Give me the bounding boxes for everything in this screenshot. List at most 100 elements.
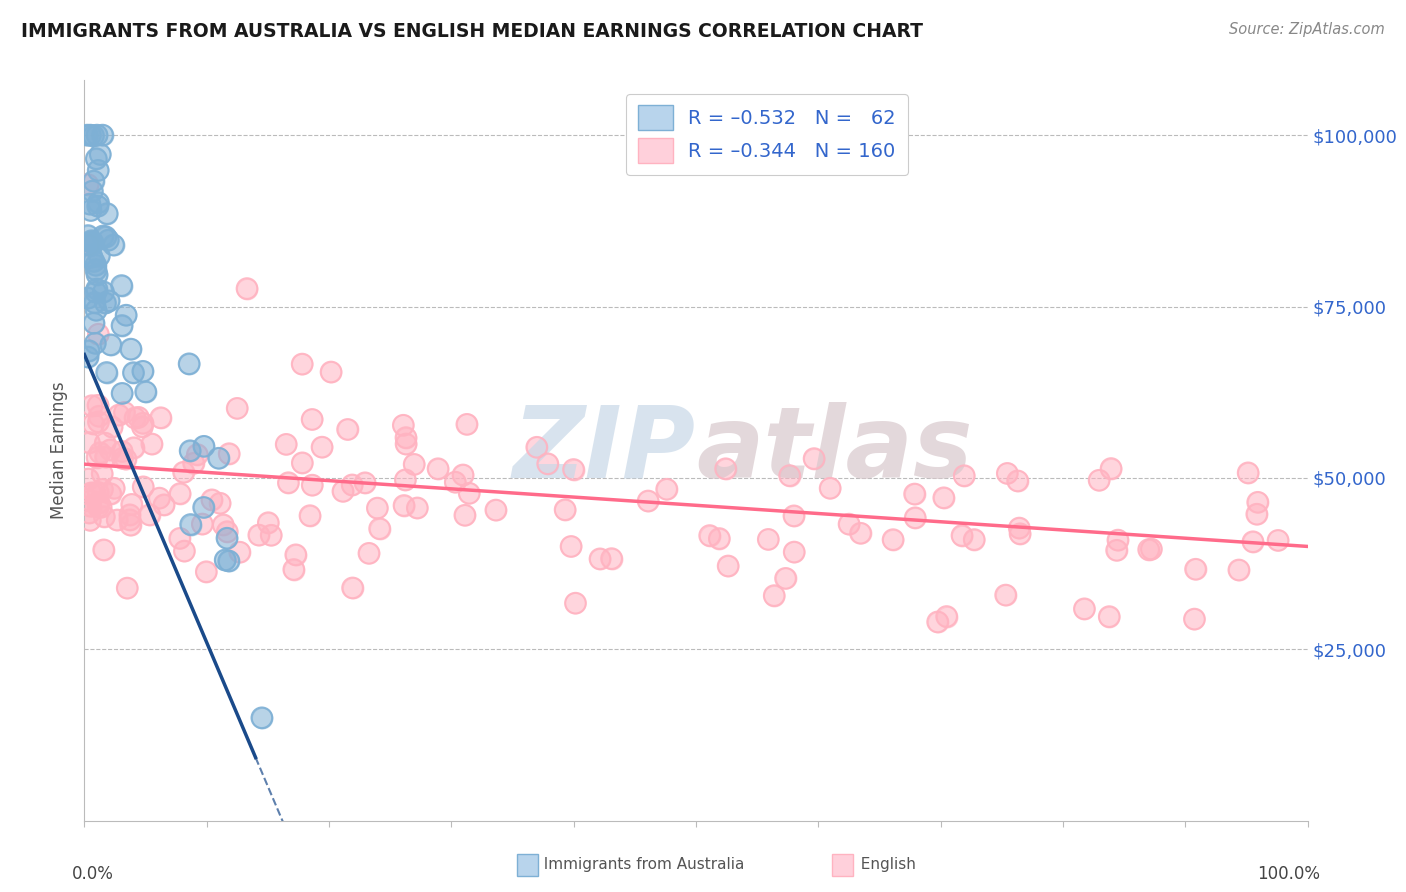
Point [1241, 534, 1264, 549]
Point [1246, 507, 1268, 521]
Point [193, 500, 215, 515]
Point [395, 431, 418, 445]
Point [96, 206, 118, 220]
Point [1246, 507, 1268, 521]
Point [83, 486, 105, 500]
Point [96, 366, 118, 380]
Point [80, 399, 103, 413]
Point [277, 475, 299, 490]
Point [537, 457, 560, 471]
Point [111, 451, 134, 466]
Point [368, 522, 391, 536]
Point [1107, 533, 1129, 547]
Point [589, 552, 612, 566]
Point [1088, 473, 1111, 487]
Point [87, 398, 110, 412]
Point [775, 571, 797, 585]
Point [882, 533, 904, 547]
Point [77, 472, 100, 486]
Point [301, 412, 323, 426]
Point [392, 418, 415, 433]
Point [208, 451, 231, 466]
Point [122, 366, 145, 380]
Point [173, 544, 195, 558]
Point [77, 350, 100, 364]
Point [394, 473, 416, 487]
Point [1267, 533, 1289, 548]
Point [83, 254, 105, 268]
Point [80, 235, 103, 249]
Point [427, 462, 450, 476]
Point [91, 229, 114, 244]
Point [87, 327, 110, 342]
Point [148, 491, 170, 505]
Text: IMMIGRANTS FROM AUSTRALIA VS ENGLISH MEDIAN EARNINGS CORRELATION CHART: IMMIGRANTS FROM AUSTRALIA VS ENGLISH MED… [21, 22, 924, 41]
Point [87, 195, 110, 210]
Point [218, 447, 240, 461]
Point [79, 197, 101, 211]
Point [250, 711, 273, 725]
Point [212, 517, 235, 532]
Point [301, 412, 323, 426]
Point [127, 410, 149, 425]
Point [526, 440, 548, 454]
Point [87, 327, 110, 342]
Point [927, 615, 949, 629]
Point [179, 357, 201, 371]
Point [79, 500, 101, 514]
Point [319, 365, 342, 379]
Point [77, 350, 100, 364]
Point [904, 510, 927, 524]
Point [77, 238, 100, 252]
Point [183, 456, 205, 470]
Point [214, 553, 236, 567]
Point [115, 308, 138, 322]
Point [80, 486, 103, 500]
Point [451, 467, 474, 482]
Point [336, 422, 359, 436]
Point [100, 338, 122, 352]
Point [215, 531, 238, 545]
Point [87, 409, 110, 424]
Point [115, 581, 138, 595]
Point [218, 447, 240, 461]
Point [86, 128, 108, 142]
Point [121, 497, 143, 511]
Point [354, 475, 377, 490]
Point [257, 516, 280, 530]
Point [121, 497, 143, 511]
Point [100, 487, 122, 501]
Point [86, 199, 108, 213]
Point [86, 450, 108, 465]
Point [392, 499, 415, 513]
Point [80, 235, 103, 249]
Point [332, 484, 354, 499]
Point [83, 295, 105, 310]
Point [93, 542, 115, 557]
Point [838, 517, 860, 532]
FancyBboxPatch shape [832, 854, 853, 876]
Point [963, 533, 986, 547]
Point [485, 503, 508, 517]
Point [98, 442, 121, 457]
Point [406, 500, 429, 515]
Point [191, 516, 214, 531]
Point [77, 343, 100, 358]
Point [94, 229, 117, 244]
Point [153, 498, 176, 512]
Point [342, 581, 364, 595]
Point [1184, 612, 1206, 626]
Point [111, 444, 134, 458]
Point [83, 174, 105, 188]
Point [76, 291, 98, 305]
Point [100, 487, 122, 501]
Point [291, 456, 314, 470]
Point [1227, 563, 1250, 577]
Point [84, 285, 107, 299]
Point [79, 197, 101, 211]
Point [485, 503, 508, 517]
Point [82, 184, 104, 198]
Text: ZIP: ZIP [513, 402, 696, 499]
Point [141, 437, 163, 451]
Point [132, 364, 155, 378]
